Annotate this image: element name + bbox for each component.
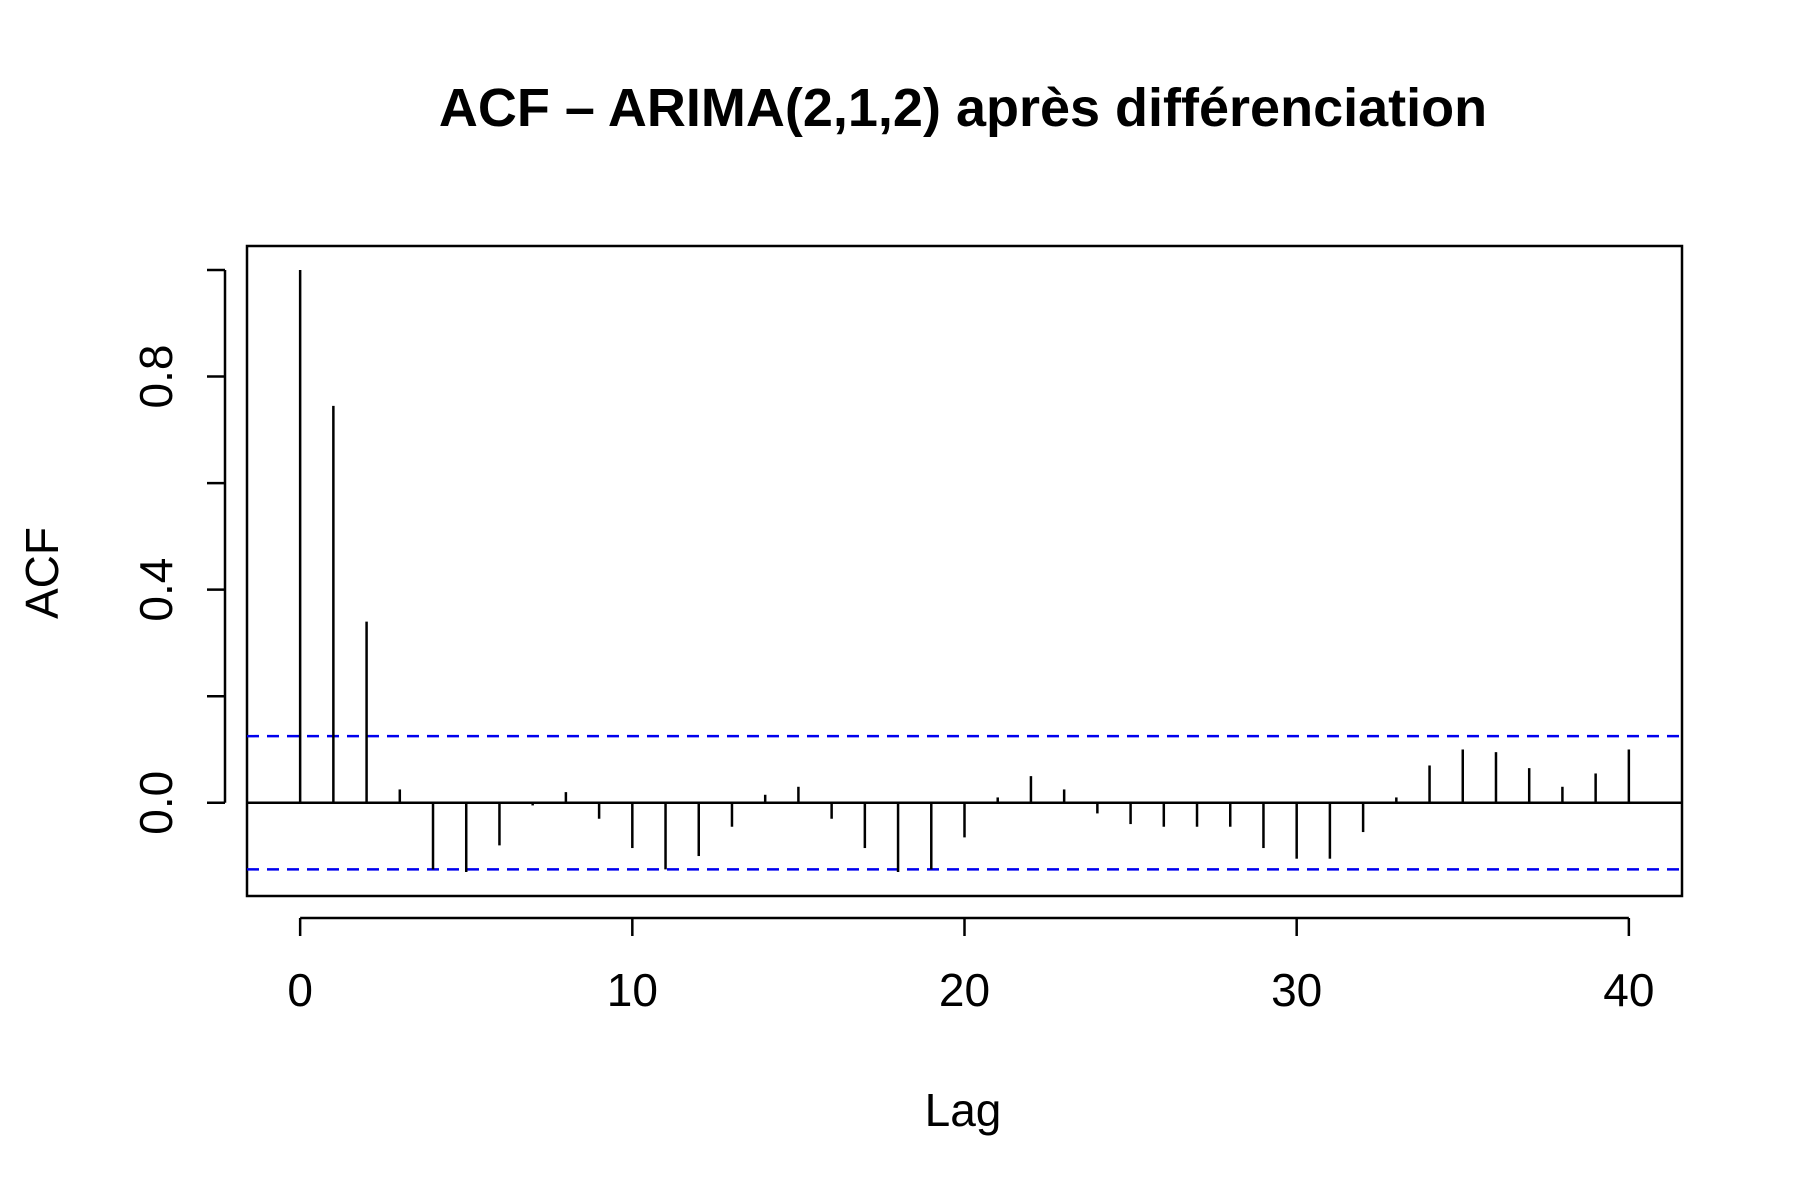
x-tick-label: 10	[607, 964, 658, 1016]
x-tick-label: 30	[1271, 964, 1322, 1016]
chart-title: ACF – ARIMA(2,1,2) après différenciation	[439, 78, 1487, 138]
x-axis-label: Lag	[925, 1084, 1002, 1136]
y-tick-label: 0.4	[130, 558, 182, 622]
acf-bars	[298, 269, 1631, 873]
y-axis: 0.0 0.4 0.8	[130, 268, 227, 835]
x-axis: 0 10 20 30 40	[287, 916, 1654, 1016]
y-tick-label: 0.8	[130, 345, 182, 409]
y-tick-label: 0.0	[130, 771, 182, 835]
plot-frame	[245, 244, 1684, 898]
x-tick-label: 40	[1603, 964, 1654, 1016]
y-axis-label: ACF	[16, 527, 68, 619]
x-tick-label: 0	[287, 964, 313, 1016]
x-tick-label: 20	[939, 964, 990, 1016]
